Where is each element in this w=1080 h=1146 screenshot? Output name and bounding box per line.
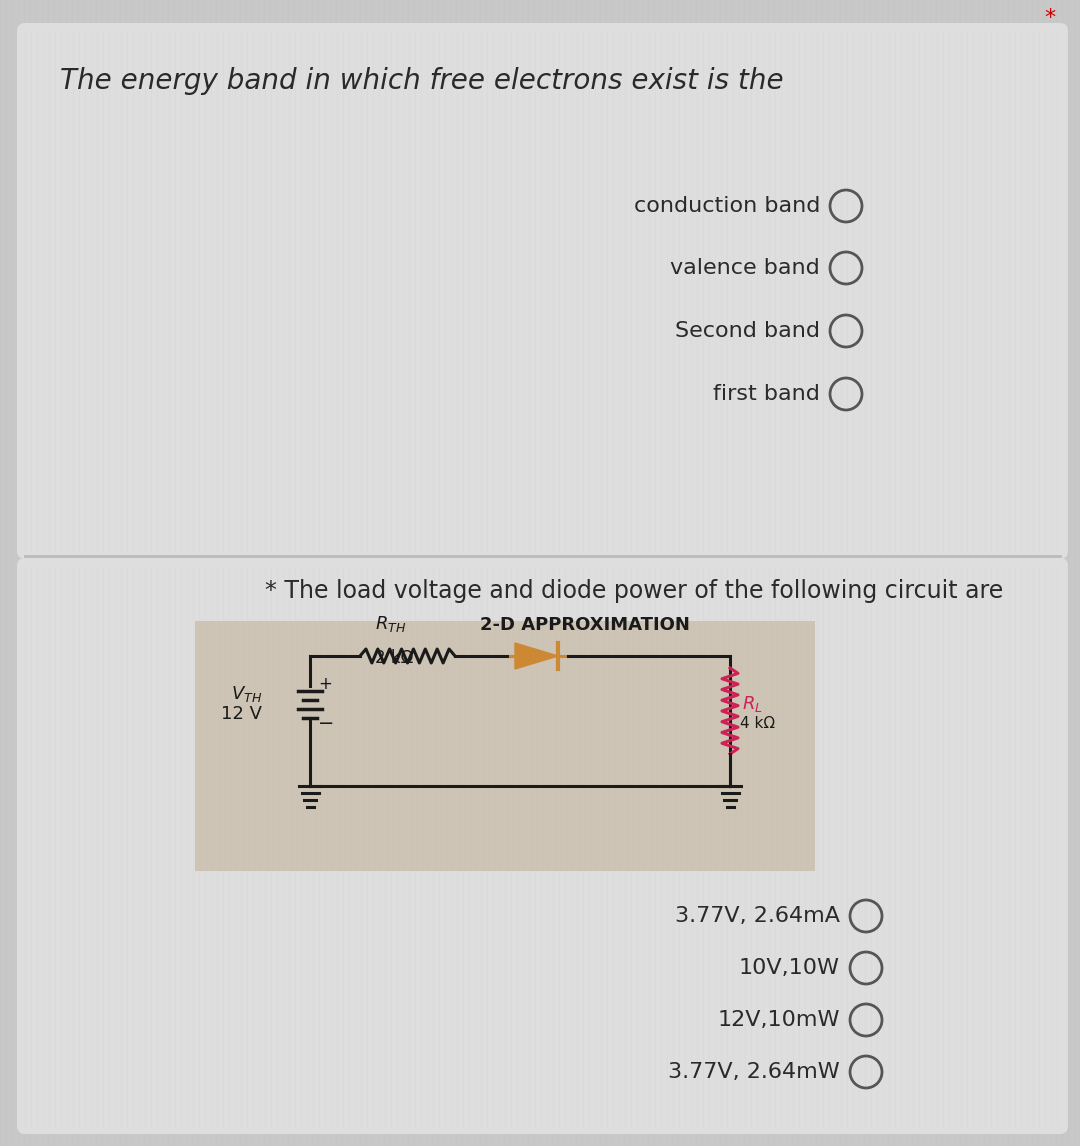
Bar xyxy=(195,621,815,871)
Text: first band: first band xyxy=(713,384,820,405)
Text: +: + xyxy=(318,675,332,693)
Text: 2-D APPROXIMATION: 2-D APPROXIMATION xyxy=(480,617,690,634)
Text: 10V,10W: 10V,10W xyxy=(739,958,840,978)
Text: 2 kΩ: 2 kΩ xyxy=(375,649,414,667)
Text: 12V,10mW: 12V,10mW xyxy=(717,1010,840,1030)
Text: $R_L$: $R_L$ xyxy=(742,694,762,714)
Polygon shape xyxy=(515,643,558,669)
Text: valence band: valence band xyxy=(671,258,820,278)
Text: $R_{TH}$: $R_{TH}$ xyxy=(375,614,406,634)
Text: 4 kΩ: 4 kΩ xyxy=(740,715,775,730)
Text: conduction band: conduction band xyxy=(634,196,820,215)
Text: * The load voltage and diode power of the following circuit are: * The load voltage and diode power of th… xyxy=(265,579,1003,603)
Text: −: − xyxy=(318,714,335,733)
FancyBboxPatch shape xyxy=(17,558,1068,1135)
Text: 12 V: 12 V xyxy=(221,705,262,723)
Text: Second band: Second band xyxy=(675,321,820,342)
Text: 3.77V, 2.64mA: 3.77V, 2.64mA xyxy=(675,906,840,926)
Text: *: * xyxy=(1044,8,1055,28)
Text: $V_{TH}$: $V_{TH}$ xyxy=(231,684,262,704)
Text: 3.77V, 2.64mW: 3.77V, 2.64mW xyxy=(669,1062,840,1082)
Text: The energy band in which free electrons exist is the: The energy band in which free electrons … xyxy=(60,66,784,95)
FancyBboxPatch shape xyxy=(17,23,1068,559)
